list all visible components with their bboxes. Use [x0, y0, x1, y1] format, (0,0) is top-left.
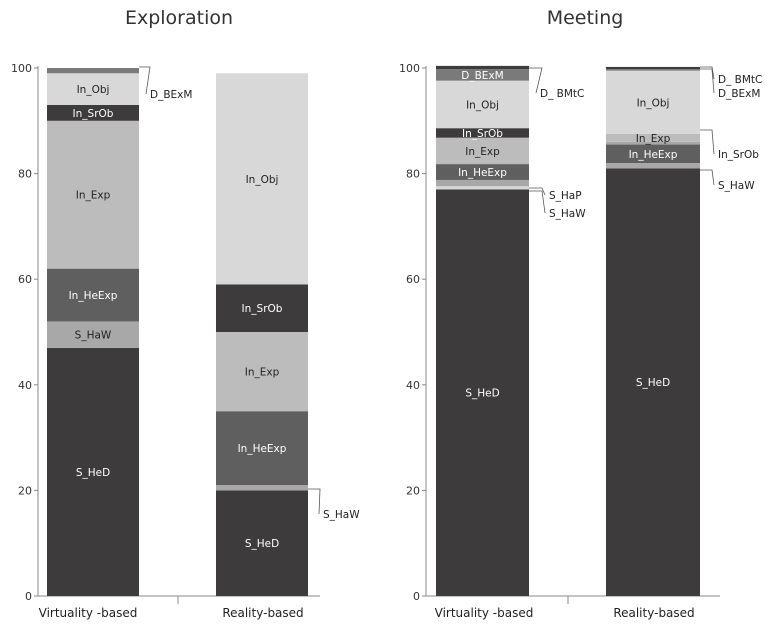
y-tick-label: 80	[406, 168, 420, 181]
x-category-label: Virtuality -based	[435, 606, 534, 620]
bar-segment	[47, 321, 139, 348]
leader-line	[700, 129, 715, 155]
segment-label: In_Exp	[76, 190, 111, 202]
x-category-label: Reality-based	[613, 606, 694, 620]
segment-label: S_HeD	[465, 388, 499, 400]
segment-label: S_HaW	[549, 208, 586, 220]
bar-segment	[47, 104, 139, 121]
segment-label: D_BExM	[150, 89, 192, 101]
y-tick-label: 20	[406, 484, 420, 497]
segment-label: D_BExM	[718, 88, 760, 100]
segment-label: In_HeExp	[238, 443, 287, 455]
y-tick-label: 40	[18, 379, 32, 392]
y-tick-label: 20	[18, 484, 32, 497]
segment-label: In_HeExp	[69, 290, 118, 302]
bar-segment	[606, 144, 700, 164]
y-tick-label: 100	[399, 62, 420, 75]
segment-label: In_Exp	[245, 367, 280, 379]
bar-segment	[606, 168, 700, 596]
bar-segment	[216, 485, 308, 491]
y-tick-label: 60	[406, 273, 420, 286]
y-tick-label: 80	[18, 168, 32, 181]
segment-label: In_Exp	[636, 133, 671, 145]
bar-segment	[47, 73, 139, 105]
segment-label: S_HaW	[75, 330, 112, 342]
bar-segment	[47, 347, 139, 596]
bar-segment	[606, 163, 700, 169]
bar-segment	[606, 70, 700, 134]
bar-segment	[216, 284, 308, 332]
segment-label: In_SrOb	[73, 108, 114, 120]
bar-segment	[606, 69, 700, 71]
segment-label: In_SrOb	[462, 128, 503, 140]
leader-line	[700, 169, 715, 186]
bar-segment	[436, 128, 529, 138]
segment-label: In_HeExp	[629, 149, 678, 161]
segment-label: D_ BMtC	[540, 88, 584, 100]
segment-label: In_Obj	[637, 97, 670, 109]
segment-label: In_SrOb	[718, 149, 759, 161]
bar-segment	[436, 137, 529, 165]
chart-title: Meeting	[547, 7, 624, 29]
leader-line	[529, 190, 546, 214]
leader-line	[139, 66, 151, 95]
bar-segment	[436, 189, 529, 596]
bar-segment	[216, 332, 308, 412]
bar-segment	[216, 411, 308, 486]
segment-label: In_SrOb	[242, 303, 283, 315]
segment-label: S_HaW	[718, 180, 755, 192]
segment-label: S_HeD	[76, 467, 110, 479]
bar-segment	[436, 69, 529, 81]
bar-segment	[47, 120, 139, 269]
segment-label: D_ BMtC	[718, 74, 762, 86]
segment-label: S_HeD	[636, 377, 670, 389]
segment-label: In_Exp	[465, 146, 500, 158]
bar-segment	[436, 164, 529, 180]
bar-segment	[47, 268, 139, 322]
bar-segment	[436, 65, 529, 70]
bar-segment	[216, 73, 308, 285]
bar-segment	[606, 66, 700, 70]
leader-line	[700, 66, 715, 80]
segment-label: In_Obj	[246, 174, 279, 186]
segment-label: In_Obj	[466, 99, 499, 111]
leader-line	[529, 187, 546, 196]
bar-segment	[436, 80, 529, 129]
bar-segment	[606, 141, 700, 145]
x-category-label: Reality-based	[222, 606, 303, 620]
segment-label: In_HeExp	[458, 167, 507, 179]
segment-label: D_BExM	[461, 70, 503, 82]
bar-segment	[216, 490, 308, 596]
bar-segment	[47, 68, 139, 74]
leader-line	[529, 67, 543, 94]
segment-label: S_HaP	[549, 190, 582, 202]
y-tick-label: 0	[413, 590, 420, 603]
x-category-label: Virtuality -based	[39, 606, 138, 620]
y-tick-label: 60	[18, 273, 32, 286]
y-tick-label: 100	[11, 62, 32, 75]
segment-label: S_HaW	[323, 509, 360, 521]
segment-label: In_Obj	[77, 84, 110, 96]
segment-label: S_HeD	[245, 538, 279, 550]
bar-segment	[436, 179, 529, 187]
leader-line	[700, 68, 715, 94]
leader-line	[308, 488, 321, 515]
y-tick-label: 0	[25, 590, 32, 603]
y-tick-label: 40	[406, 379, 420, 392]
bar-segment	[606, 134, 700, 142]
bar-segment	[436, 186, 529, 190]
chart-title: Exploration	[125, 7, 233, 29]
